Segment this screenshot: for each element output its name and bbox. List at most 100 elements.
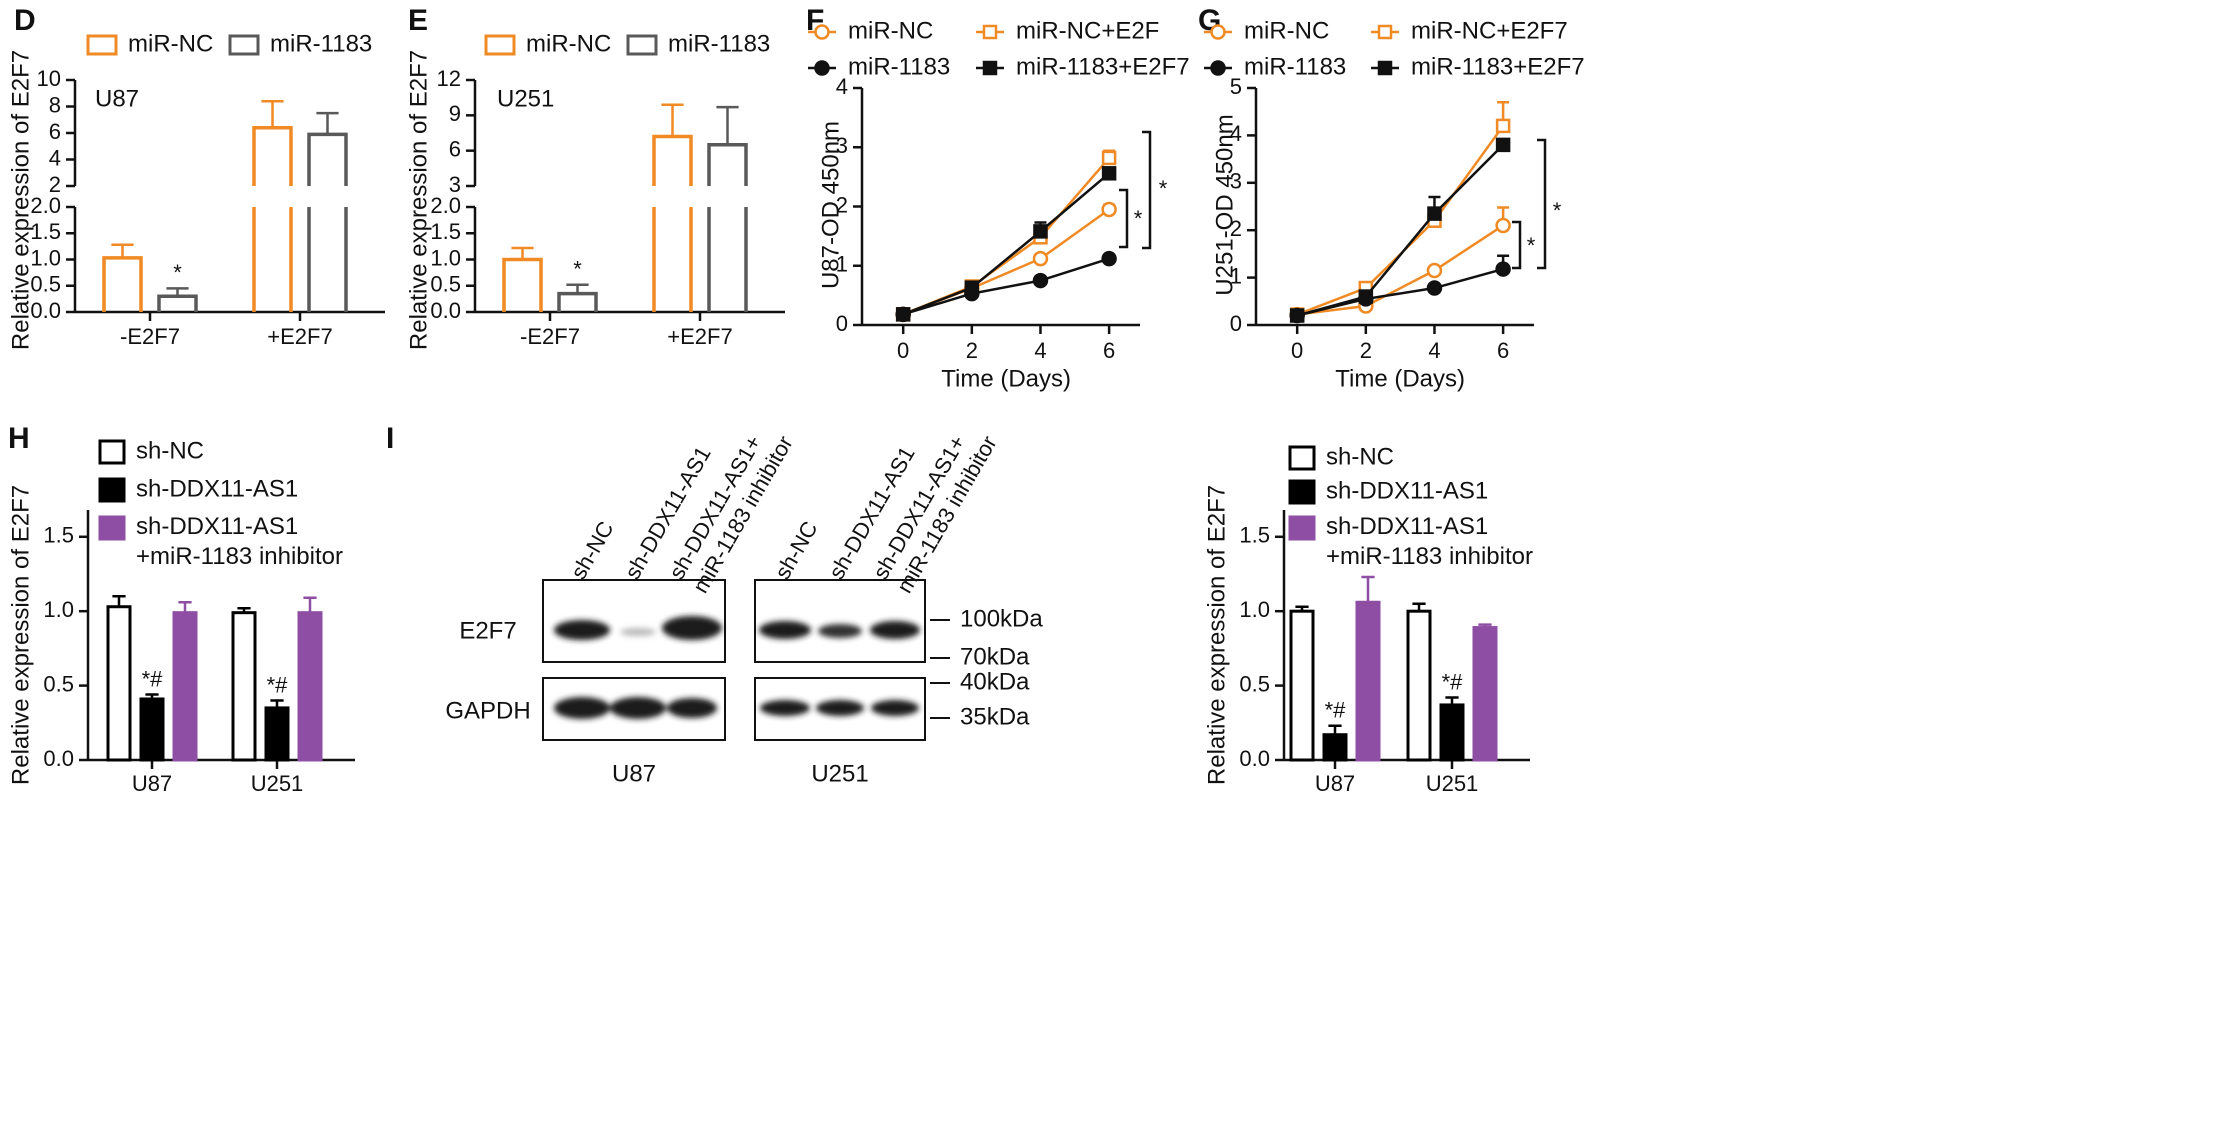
y-tick-label: 1.5 <box>430 219 461 244</box>
chart-panel: D Relative expression of E2F7 U87 0.00.51.0… <box>7 4 385 350</box>
legend-label: sh-DDX11-AS1 +miR-1183 inhibitor <box>136 513 343 570</box>
y-axis-label: Relative expression of E2F7 <box>1203 485 1230 785</box>
row-label: E2F7 <box>459 617 516 644</box>
chart-panel: H Relative expression of E2F7 0.0 0.5 1.0 1.5… <box>7 422 355 796</box>
marker <box>964 280 980 295</box>
y-tick-label: 3 <box>1230 169 1242 194</box>
bar <box>1289 609 1315 762</box>
line <box>1296 143 1504 317</box>
x-tick-label: U87 <box>1315 771 1355 796</box>
error-bar <box>716 105 739 145</box>
bar <box>106 605 132 762</box>
legend-marker <box>982 24 998 40</box>
band <box>816 700 864 716</box>
bar <box>1472 626 1498 762</box>
y-tick-label: 4 <box>836 74 848 99</box>
bands <box>554 616 920 719</box>
x-tick-label: 6 <box>1497 338 1509 363</box>
panel-label: D <box>14 4 36 37</box>
legend-swatch <box>98 477 126 503</box>
bracket <box>1537 138 1547 270</box>
marker <box>1101 201 1117 218</box>
x-tick-label: 4 <box>1034 338 1046 363</box>
y-tick-label: 3 <box>836 133 848 158</box>
band <box>870 621 920 639</box>
legend-label: sh-DDX11-AS1 <box>1326 477 1488 504</box>
bar <box>252 207 293 312</box>
error-bar <box>166 287 189 297</box>
legend-swatch <box>1288 515 1316 541</box>
y-tick-label: 1 <box>1230 263 1242 288</box>
bar <box>1406 609 1432 762</box>
significance: *# <box>1442 669 1464 694</box>
marker <box>1101 166 1117 181</box>
y-tick-label: 2.0 <box>430 193 461 218</box>
y-tick-label: 1.5 <box>30 219 61 244</box>
significance: * <box>173 260 182 285</box>
band <box>554 620 610 640</box>
legend-label: miR-1183 <box>1244 53 1346 80</box>
legend-marker <box>1377 24 1393 40</box>
legend-label: miR-NC <box>1244 17 1329 44</box>
error-bar <box>1445 696 1459 705</box>
group-label: U251 <box>811 760 868 787</box>
band <box>554 697 610 719</box>
bar <box>307 132 348 186</box>
legend-marker <box>814 24 830 40</box>
significance: * <box>1527 233 1536 258</box>
x-tick-label: U251 <box>251 771 304 796</box>
bar <box>707 207 748 312</box>
marker <box>1495 118 1511 134</box>
blot-box <box>754 579 926 663</box>
y-tick-label: 2 <box>836 192 848 217</box>
y-tick-label: 10 <box>37 66 61 91</box>
x-tick-label: 0 <box>1291 338 1303 363</box>
error-bar <box>270 699 284 708</box>
y-tick-label: 5 <box>1230 74 1242 99</box>
bar <box>1439 703 1465 762</box>
line <box>902 257 1110 316</box>
bar <box>231 611 257 762</box>
line <box>902 157 1111 316</box>
error-bar <box>661 103 684 137</box>
error-bar <box>145 693 159 699</box>
line <box>902 172 1110 316</box>
row-label: GAPDH <box>445 697 530 724</box>
marker <box>1358 289 1374 304</box>
panel-label: H <box>8 422 30 455</box>
y-tick-label: 1.0 <box>430 245 461 270</box>
bar <box>1322 733 1348 762</box>
line <box>1296 125 1505 316</box>
legend-marker <box>1210 24 1226 40</box>
line <box>1297 224 1504 316</box>
y-axis-label: Relative expression of E2F7 <box>7 485 34 785</box>
error-bar <box>261 99 284 128</box>
band <box>818 624 862 638</box>
y-tick-label: 1.0 <box>30 245 61 270</box>
x-tick-label: 6 <box>1103 338 1115 363</box>
y-tick-label: 6 <box>49 119 61 144</box>
bar <box>252 125 293 186</box>
legend-label: sh-NC <box>1326 443 1394 470</box>
legend-swatch <box>228 34 260 56</box>
significance: *# <box>1325 698 1347 723</box>
error-bar <box>1412 602 1426 612</box>
significance: * <box>1553 198 1562 223</box>
legend-swatch <box>484 34 516 56</box>
band <box>662 616 722 640</box>
y-tick-label: 0.5 <box>1239 671 1270 696</box>
panel-label: I <box>386 422 394 455</box>
y-axis-label: Relative expression of E2F7 <box>7 50 34 350</box>
legend-marker <box>982 60 998 76</box>
marker <box>1495 217 1511 234</box>
error-bar <box>316 111 339 135</box>
y-tick-label: 2 <box>49 172 61 197</box>
legend-marker <box>814 60 830 76</box>
bar <box>502 257 543 312</box>
significance: * <box>573 257 582 282</box>
legend-label: miR-NC+E2F <box>1016 17 1159 44</box>
x-tick-label: +E2F7 <box>267 324 332 349</box>
